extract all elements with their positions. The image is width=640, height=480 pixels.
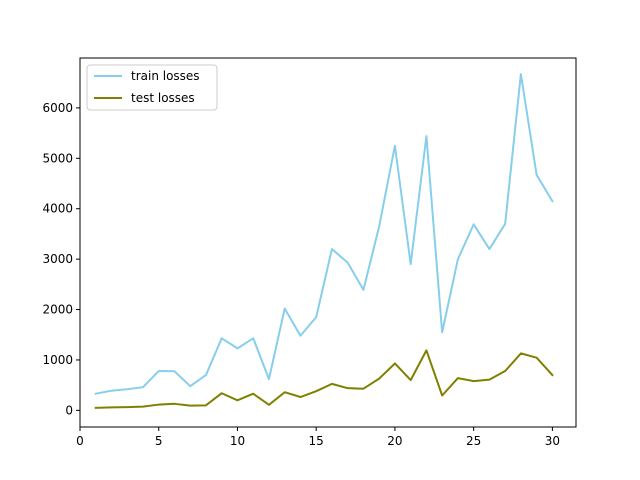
y-tick-label: 5000 — [42, 151, 73, 165]
y-axis: 0 1000 2000 3000 4000 5000 6000 — [42, 101, 80, 417]
legend-label-2: test losses — [131, 91, 195, 105]
legend-label-1: train losses — [131, 69, 200, 83]
series-line-1 — [94, 73, 554, 395]
x-tick-label: 30 — [545, 434, 560, 448]
y-tick-label: 2000 — [42, 303, 73, 317]
series-layer — [94, 73, 554, 409]
x-tick-label: 25 — [466, 434, 481, 448]
x-tick-label: 0 — [76, 434, 84, 448]
x-tick-label: 15 — [309, 434, 324, 448]
x-axis: 0 5 10 15 20 25 30 — [76, 427, 560, 448]
y-tick-label: 4000 — [42, 202, 73, 216]
y-tick-label: 6000 — [42, 101, 73, 115]
x-tick-label: 20 — [387, 434, 402, 448]
legend: train losses test losses — [86, 64, 218, 111]
y-tick-label: 3000 — [42, 252, 73, 266]
y-tick-label: 1000 — [42, 353, 73, 367]
y-tick-label: 0 — [65, 403, 73, 417]
x-tick-label: 5 — [155, 434, 163, 448]
series-line-2 — [94, 349, 554, 409]
x-tick-label: 10 — [230, 434, 245, 448]
plot-frame — [79, 57, 577, 428]
